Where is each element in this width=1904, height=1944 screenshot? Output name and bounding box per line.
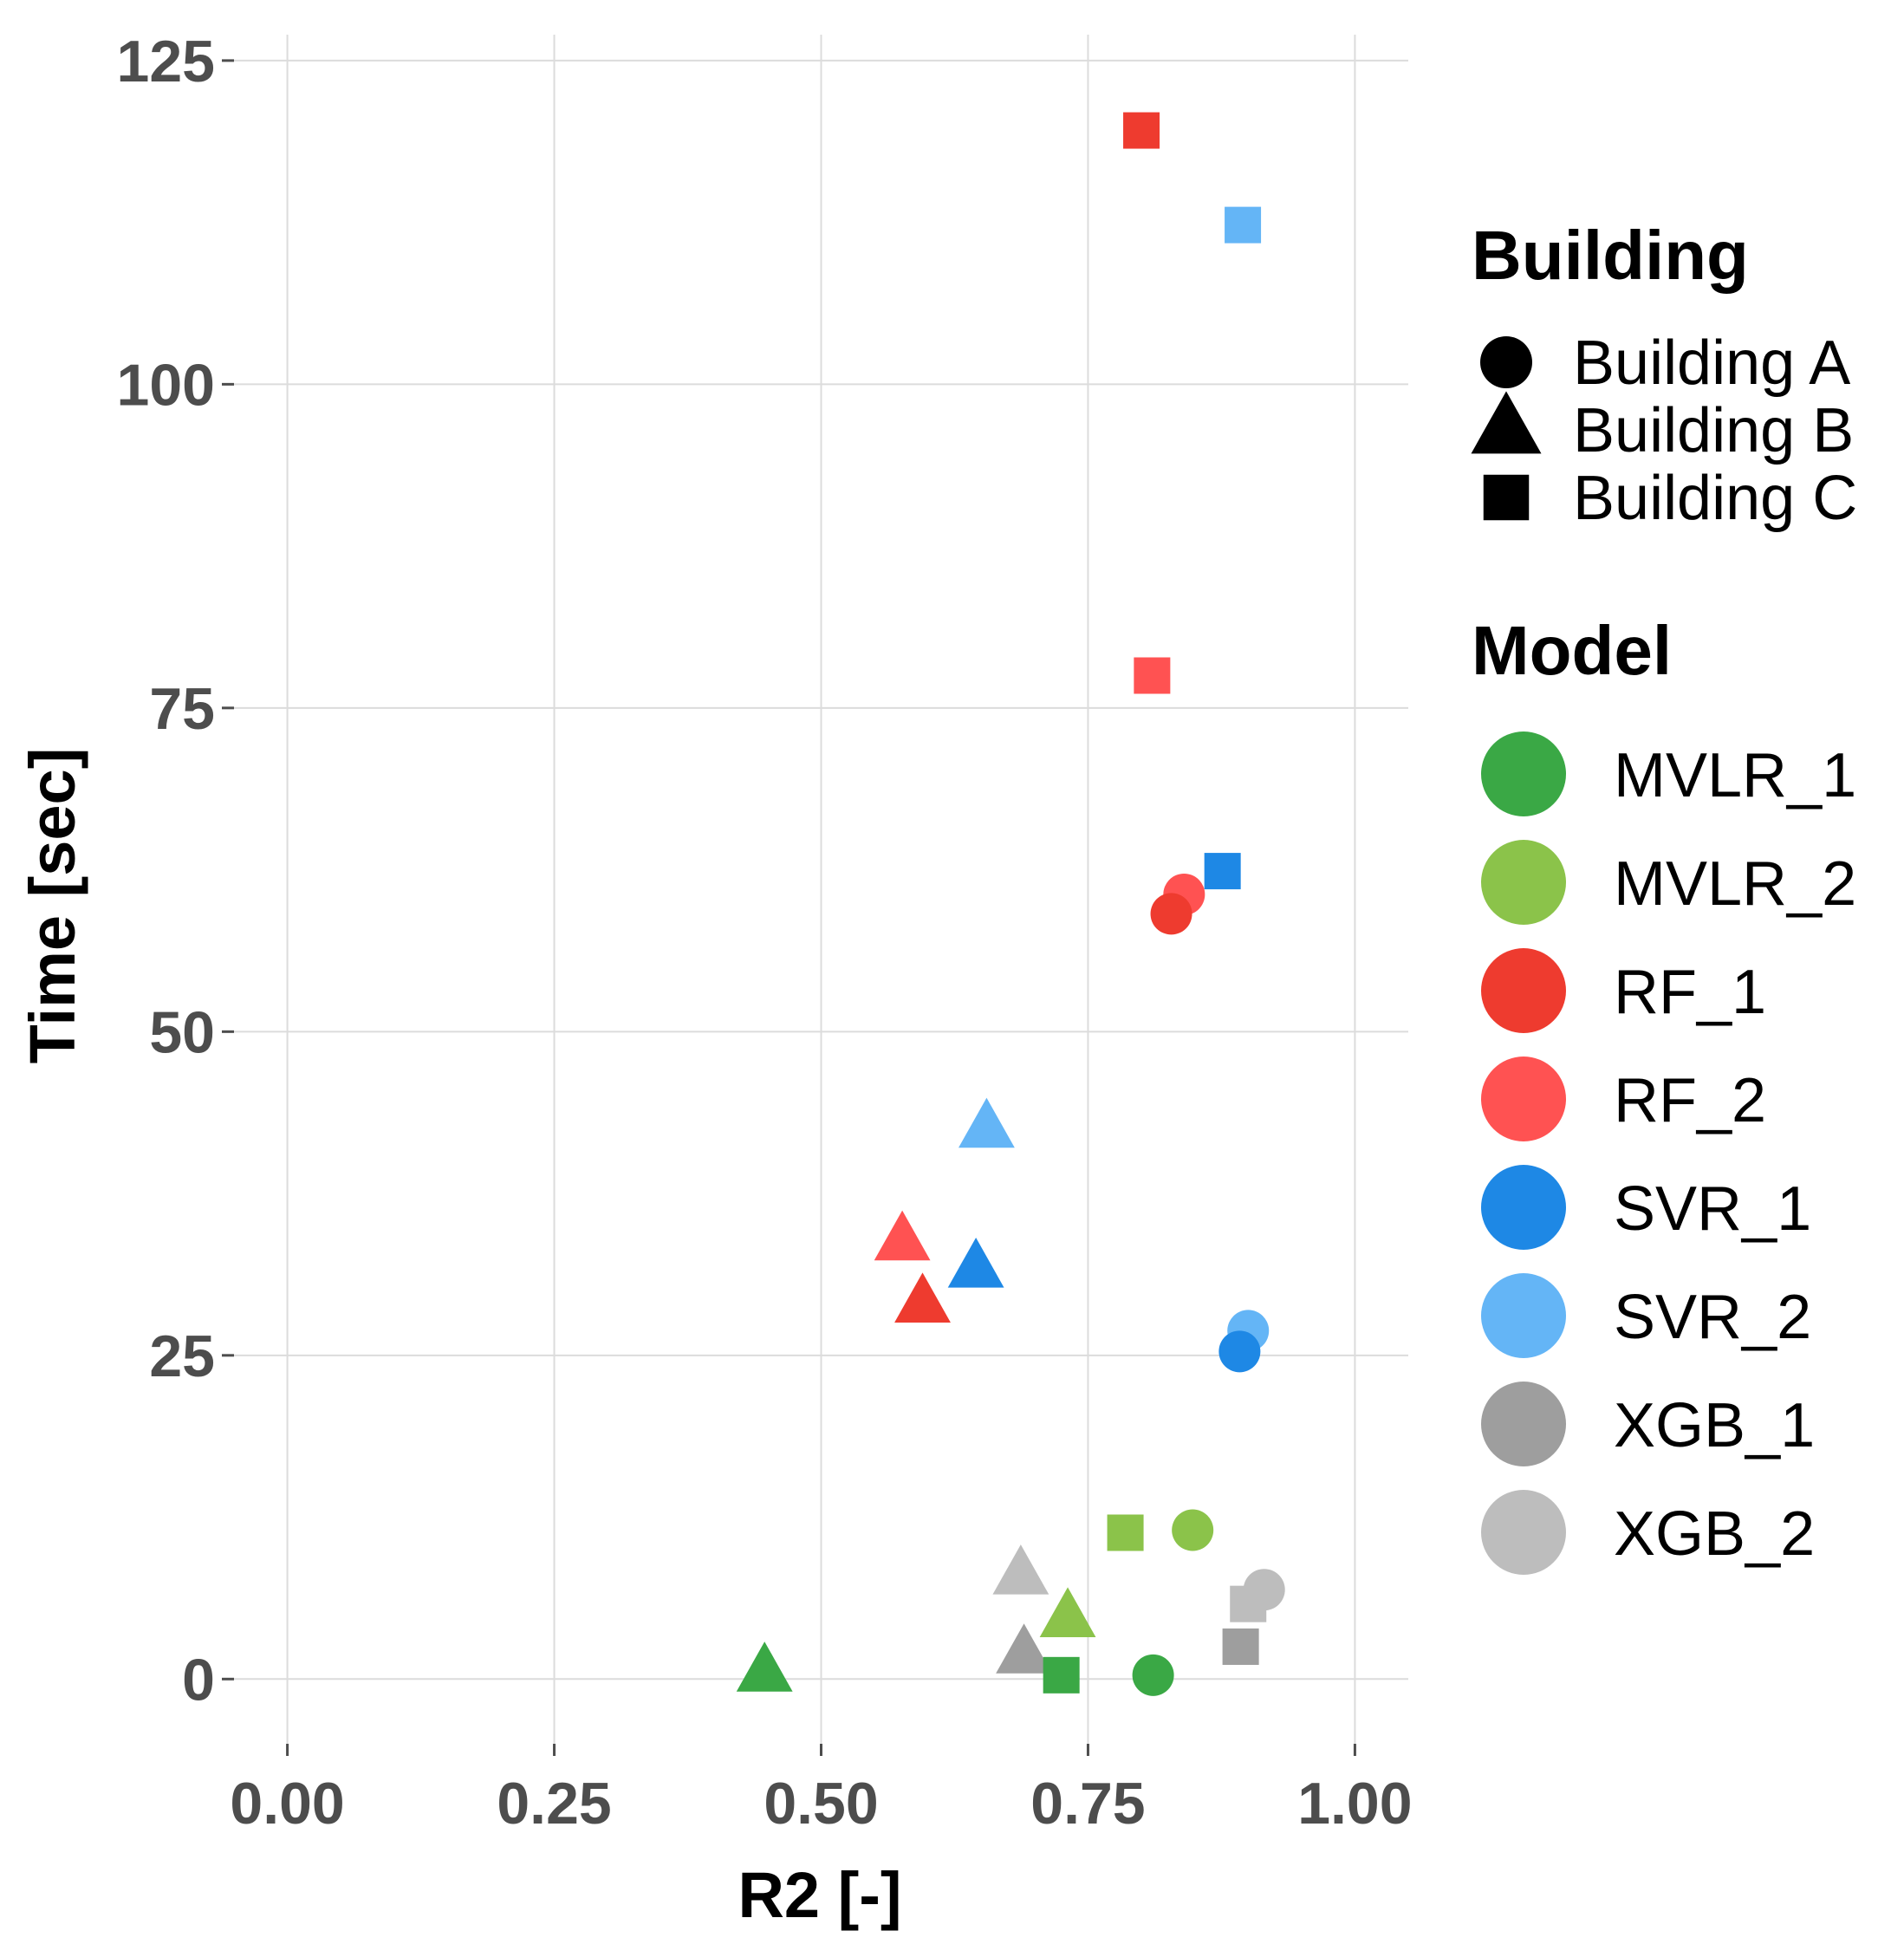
legend-model-label: SVR_1	[1614, 1174, 1811, 1244]
y-tick-label: 125	[117, 29, 215, 94]
legend-model-swatch	[1481, 1273, 1566, 1358]
legend-building-label: Building C	[1573, 464, 1857, 533]
y-tick-label: 75	[149, 676, 215, 742]
legend-model-label: SVR_2	[1614, 1283, 1811, 1352]
legend-model-swatch	[1481, 1490, 1566, 1575]
point-svr-2-building-c	[1225, 206, 1262, 244]
x-tick-label: 1.00	[1297, 1771, 1412, 1837]
legend-building-label: Building A	[1573, 328, 1850, 398]
point-svr-1-building-c	[1204, 853, 1241, 890]
point-mvlr-2-building-c	[1107, 1514, 1144, 1551]
x-tick-label: 0.25	[497, 1771, 611, 1837]
legend-model-label: MVLR_1	[1614, 741, 1856, 810]
point-rf-2-building-b	[874, 1210, 931, 1261]
x-tick-label: 0.50	[764, 1771, 878, 1837]
point-mvlr-2-building-a	[1172, 1509, 1214, 1551]
legend-square-icon	[1483, 474, 1530, 521]
legend-model-swatch	[1481, 1057, 1566, 1141]
point-mvlr-1-building-a	[1132, 1654, 1174, 1696]
x-tick-label: 0.00	[230, 1771, 344, 1837]
y-tick-label: 100	[117, 352, 215, 418]
legend-building-label: Building B	[1573, 396, 1854, 465]
legend-model-label: RF_2	[1614, 1066, 1766, 1135]
point-rf-1-building-c	[1123, 112, 1160, 149]
grid-lines	[234, 35, 1408, 1744]
legend-model-label: MVLR_2	[1614, 849, 1856, 919]
legend-model-label: XGB_2	[1614, 1499, 1815, 1569]
point-rf-1-building-a	[1150, 893, 1192, 935]
point-xgb-1-building-c	[1222, 1628, 1259, 1665]
y-tick-label: 25	[149, 1323, 215, 1389]
legend-model-swatch	[1481, 1165, 1566, 1250]
point-rf-2-building-c	[1134, 657, 1171, 694]
axis-ticks: 0.00 0.25 0.50 0.75 1.00 0 25 50 75 100 125	[117, 29, 1413, 1837]
legend-model: Model MVLR_1 MVLR_2 RF_1 RF_2 SVR_1 SVR_2 XGB_…	[1472, 612, 1856, 1575]
point-mvlr-2-building-b	[1039, 1587, 1096, 1637]
point-svr-1-building-a	[1218, 1330, 1261, 1373]
point-mvlr-1-building-c	[1043, 1656, 1080, 1694]
legend-model-label: XGB_1	[1614, 1391, 1815, 1460]
legend-circle-icon	[1480, 336, 1532, 388]
legend-triangle-icon	[1471, 391, 1542, 454]
y-axis-title: Time [sec]	[16, 748, 88, 1064]
data-points	[736, 112, 1285, 1696]
y-tick-label: 50	[149, 999, 215, 1065]
x-axis-title: R2 [-]	[738, 1859, 901, 1931]
point-xgb-1-building-b	[996, 1623, 1052, 1674]
point-xgb-2-building-b	[992, 1544, 1049, 1595]
legend-model-label: RF_1	[1614, 958, 1766, 1027]
point-rf-1-building-b	[894, 1272, 951, 1323]
legend-building-title: Building	[1472, 217, 1749, 294]
legend-model-swatch	[1481, 840, 1566, 925]
point-svr-1-building-b	[947, 1238, 1004, 1288]
point-svr-2-building-b	[958, 1097, 1015, 1148]
point-xgb-2-building-c	[1230, 1585, 1267, 1622]
point-mvlr-1-building-b	[736, 1642, 793, 1692]
x-tick-label: 0.75	[1030, 1771, 1145, 1837]
legend-model-swatch	[1481, 731, 1566, 816]
legend-model-swatch	[1481, 948, 1566, 1033]
legend-model-title: Model	[1472, 612, 1672, 689]
legend-model-swatch	[1481, 1382, 1566, 1466]
y-tick-label: 0	[182, 1647, 215, 1713]
